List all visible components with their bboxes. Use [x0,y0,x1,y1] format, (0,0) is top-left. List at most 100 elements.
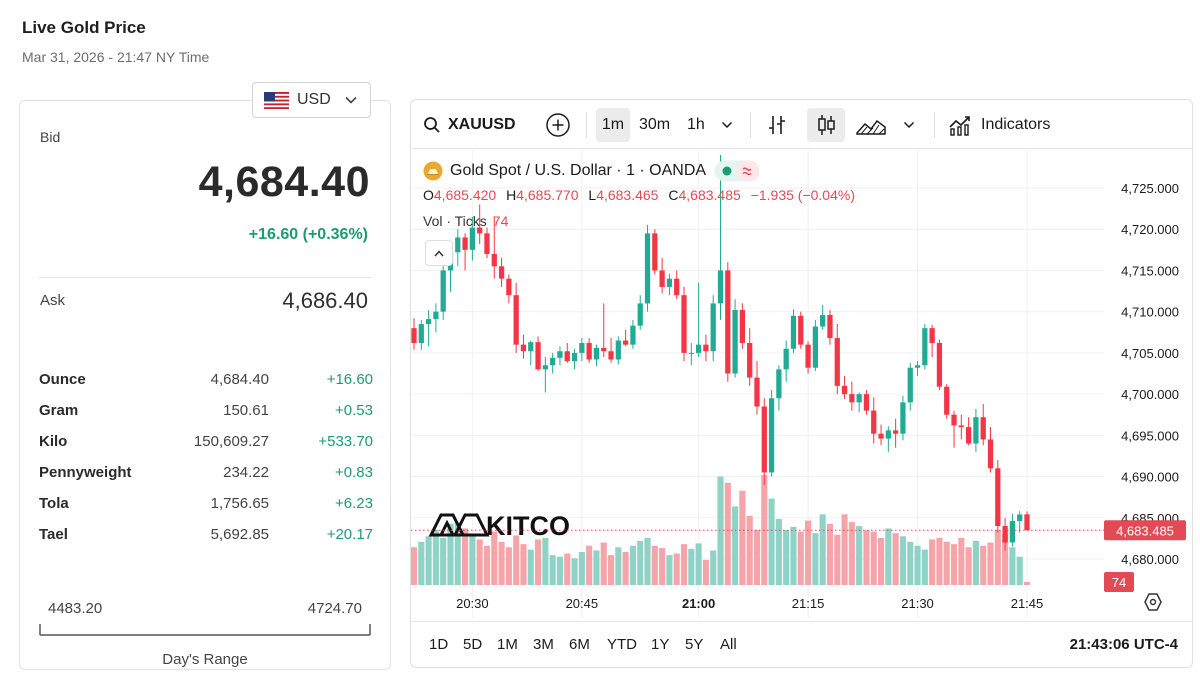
candle-body [958,425,964,428]
x-axis-label: 21:45 [1011,596,1044,611]
volume-bar [1002,533,1009,585]
candle-body [491,253,497,267]
volume-bar [418,541,425,585]
unit-change: +16.60 [326,371,373,388]
volume-bar [644,537,651,585]
range-1y[interactable]: 1Y [651,636,670,653]
interval-1m[interactable]: 1m [596,108,630,142]
volume-bar [600,542,607,585]
gear-icon-center [1149,598,1157,606]
collapse-legend-button[interactable] [425,240,453,266]
interval-1h[interactable]: 1h [687,108,705,142]
range-6m[interactable]: 6M [569,636,590,653]
range-all[interactable]: All [720,636,737,653]
volume-bar [819,514,826,585]
candle-body [688,352,694,354]
y-axis-label: 4,690.000 [1121,470,1179,485]
candle-body [695,344,702,353]
candle-body [885,430,891,439]
candle-body [798,315,804,345]
price-chart[interactable]: KITCO 4,725.000 4,720.000 4,715.000 4,710.00… [411,150,1193,620]
compare-button[interactable] [545,108,571,142]
volume-bar [739,490,746,585]
candle-body [863,394,870,411]
currency-select[interactable]: USD [252,82,371,118]
chart-panel: XAUUSD 1m 30m 1h [410,99,1193,668]
chevron-down-icon [903,121,915,129]
volume-bar [527,549,534,585]
area-chart-icon [856,119,886,135]
unit-name: Kilo [39,433,68,450]
candle-body [1017,514,1023,522]
candle-body [498,266,505,279]
gear-icon[interactable] [1144,593,1162,611]
indicators-button[interactable]: Indicators [948,108,1050,142]
y-axis-label: 4,725.000 [1121,181,1179,196]
candle-body [535,342,541,370]
volume-bar [1016,556,1023,585]
bar-style-button[interactable] [766,108,788,142]
range-ytd[interactable]: YTD [607,636,637,653]
unit-change: +0.53 [335,402,373,419]
last-volume-label: 74 [1112,575,1126,590]
candle-body [790,315,797,349]
table-row: Ounce 4,684.40 +16.60 [39,364,373,395]
unit-name: Ounce [39,371,86,388]
range-3m[interactable]: 3M [533,636,554,653]
toolbar-separator [934,112,935,138]
volume-bar [505,547,512,585]
candle-body [542,365,548,370]
range-1m[interactable]: 1M [497,636,518,653]
us-flag-icon [264,91,289,109]
table-row: Pennyweight 234.22 +0.83 [39,457,373,488]
volume-bar [987,542,994,585]
range-5d[interactable]: 5D [463,636,483,653]
volume-bar [593,550,600,585]
candle-body [411,328,417,343]
volume-bar [856,526,863,585]
volume-bar [629,545,636,585]
day-range-label: Day's Range [162,651,248,668]
volume-bar [805,520,812,585]
unit-price: 150,609.27 [193,433,269,450]
candle-body [922,328,928,366]
unit-price: 1,756.65 [210,495,269,512]
candle-body [980,417,986,440]
symbol-search[interactable]: XAUUSD [423,108,516,142]
interval-dropdown[interactable] [721,108,733,142]
volume-bar [724,482,731,585]
toolbar-separator [750,112,751,138]
volume-bar [476,539,483,585]
chart-type-dropdown[interactable] [903,108,915,142]
candle-body [849,394,855,403]
candle-body [608,351,614,360]
volume-bar [680,544,688,585]
candles-style-button[interactable] [807,108,845,142]
unit-price: 234.22 [223,464,269,481]
candle-body [601,347,607,352]
volume-bar [440,537,447,585]
unit-change: +533.70 [318,433,373,450]
candle-body [674,278,680,296]
symbol-label: XAUUSD [448,116,516,133]
bars-icon [769,116,785,134]
volume-bar [899,536,907,585]
volume-bar [732,506,739,585]
volume-bar [702,559,709,585]
candle-body [761,406,767,473]
candle-body [914,365,921,368]
candle-body [564,351,570,362]
candle-body [550,357,556,366]
volume-bar [688,548,695,585]
candle-body [812,326,818,368]
range-1d[interactable]: 1D [429,636,449,653]
interval-30m[interactable]: 30m [639,108,670,142]
area-style-button[interactable] [855,108,887,142]
range-5y[interactable]: 5Y [685,636,704,653]
candle-body [659,270,665,287]
volume-bar [783,530,790,585]
currency-label: USD [297,91,331,108]
toolbar-separator [586,112,587,138]
page-subtitle: Mar 31, 2026 - 21:47 NY Time [22,49,210,65]
volume-bar [462,528,469,585]
